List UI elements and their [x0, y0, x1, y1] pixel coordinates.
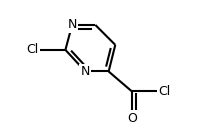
Text: N: N	[81, 65, 90, 78]
Text: O: O	[127, 112, 137, 124]
Text: N: N	[81, 65, 90, 78]
Text: Cl: Cl	[159, 85, 171, 98]
Text: Cl: Cl	[159, 85, 171, 98]
Text: N: N	[67, 18, 77, 31]
Text: O: O	[127, 112, 137, 124]
Text: Cl: Cl	[27, 43, 39, 56]
Text: N: N	[67, 18, 77, 31]
Text: Cl: Cl	[27, 43, 39, 56]
